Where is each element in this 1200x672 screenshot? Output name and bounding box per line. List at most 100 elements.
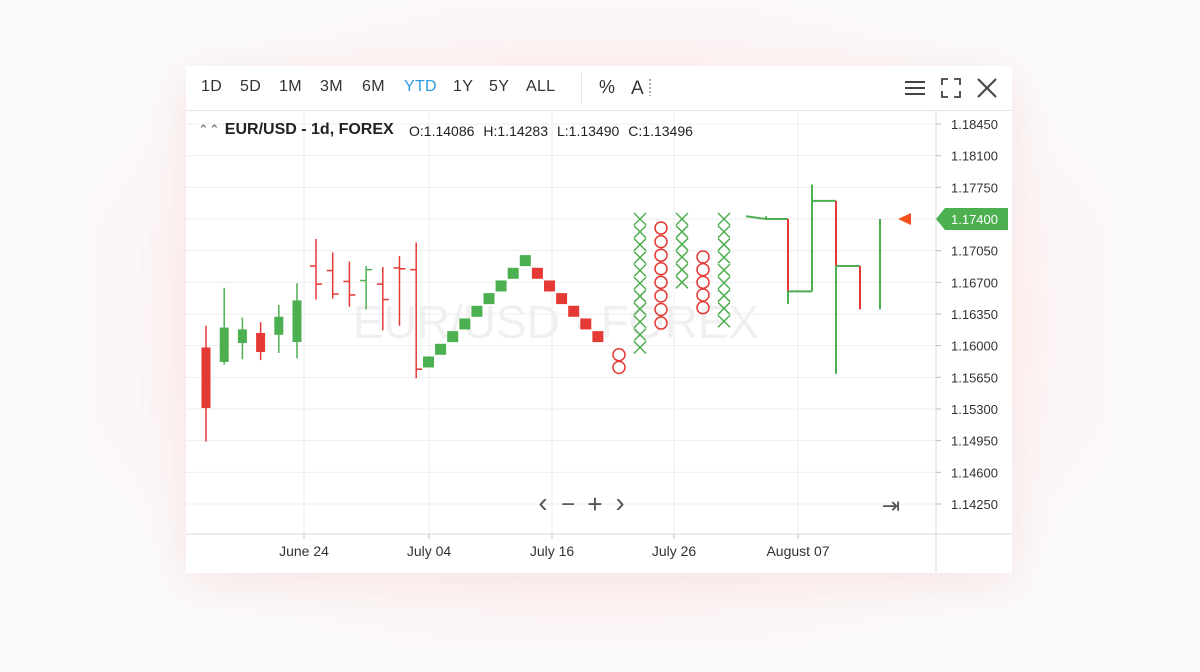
pnf-o-mark	[654, 248, 668, 262]
renko-brick	[459, 318, 471, 330]
pnf-x-mark	[717, 225, 731, 239]
candle-body	[237, 329, 247, 343]
pnf-x-mark	[717, 263, 731, 277]
y-tick-label: 1.16700	[951, 275, 998, 290]
y-tick-label: 1.15650	[951, 370, 998, 385]
renko-brick	[447, 331, 459, 343]
y-tick-label: 1.16350	[951, 307, 998, 322]
range-button-3m[interactable]: 3M	[320, 78, 343, 95]
pnf-x-mark	[633, 315, 647, 329]
candle-body	[201, 347, 211, 409]
price-tag-label: 1.17400	[951, 212, 998, 227]
current-price-arrow	[898, 213, 911, 225]
close-value: C:1.13496	[628, 123, 693, 139]
current-price-tag: 1.17400	[936, 208, 1008, 230]
y-tick-label: 1.18100	[951, 149, 998, 164]
pnf-x-mark	[633, 289, 647, 303]
y-tick-label: 1.14250	[951, 497, 998, 512]
range-button-ytd[interactable]: YTD	[404, 78, 437, 95]
pnf-o-mark	[696, 250, 710, 264]
percent-scale-button[interactable]: %	[599, 77, 616, 97]
pnf-x-mark	[717, 250, 731, 264]
ohlc-readout: O:1.14086 H:1.14283 L:1.13490 C:1.13496	[409, 123, 702, 139]
pnf-o-mark	[654, 221, 668, 235]
pnf-o-mark	[612, 360, 626, 375]
zoom-in-button[interactable]: +	[587, 489, 602, 519]
symbol-label: EUR/USD - 1d, FOREX	[224, 121, 394, 138]
chart-series	[201, 184, 911, 442]
hamburger-menu-icon	[905, 81, 925, 95]
pnf-o-mark	[654, 302, 668, 317]
pnf-x-mark	[633, 328, 647, 342]
range-button-all[interactable]: ALL	[526, 78, 556, 95]
y-tick-label: 1.14950	[951, 434, 998, 449]
pnf-x-mark	[675, 237, 689, 251]
pnf-x-mark	[717, 212, 731, 226]
low-value: L:1.13490	[557, 123, 620, 139]
pnf-o-mark	[654, 234, 668, 249]
pnf-x-mark	[675, 275, 689, 289]
pnf-x-mark	[633, 225, 647, 239]
renko-brick	[592, 331, 604, 343]
range-button-1y[interactable]: 1Y	[453, 78, 474, 95]
candle-body	[219, 327, 229, 362]
scroll-to-end-button[interactable]: ⇥	[882, 493, 900, 518]
pnf-x-mark	[675, 263, 689, 277]
pnf-x-mark	[717, 301, 731, 315]
y-tick-label: 1.15300	[951, 402, 998, 417]
renko-brick	[423, 356, 434, 368]
pnf-x-mark	[675, 250, 689, 264]
chart-canvas[interactable]: EUR/USD · FOREX 1.184501.181001.177501.1…	[186, 66, 1012, 573]
renko-brick	[580, 318, 592, 330]
pnf-o-mark	[654, 262, 668, 276]
range-button-6m[interactable]: 6M	[362, 78, 385, 95]
x-tick-label: July 16	[530, 543, 575, 559]
y-tick-label: 1.18450	[951, 117, 998, 132]
pnf-x-mark	[675, 212, 689, 226]
renko-brick	[435, 343, 447, 355]
zoom-out-button[interactable]: −	[561, 491, 575, 518]
renko-brick	[471, 305, 483, 317]
pnf-x-mark	[675, 225, 689, 239]
scroll-left-button[interactable]: ‹	[538, 487, 547, 518]
y-tick-label: 1.17750	[951, 180, 998, 195]
renko-brick	[531, 267, 543, 279]
range-button-1d[interactable]: 1D	[201, 78, 223, 95]
pnf-x-mark	[633, 238, 647, 252]
x-tick-label: July 26	[652, 543, 697, 559]
svg-text:A: A	[631, 78, 644, 99]
renko-brick	[544, 280, 555, 292]
renko-brick	[519, 255, 531, 267]
open-value: O:1.14086	[409, 123, 475, 139]
renko-brick	[507, 267, 519, 279]
fullscreen-button[interactable]	[941, 78, 961, 103]
pnf-x-mark	[717, 289, 731, 303]
range-button-5y[interactable]: 5Y	[489, 78, 510, 95]
pnf-o-mark	[612, 347, 626, 362]
close-button[interactable]	[976, 77, 998, 104]
close-icon	[977, 78, 997, 98]
menu-button[interactable]	[904, 78, 926, 103]
pnf-o-mark	[696, 262, 710, 277]
pnf-o-mark	[654, 316, 668, 330]
toolbar: 1D 5D 1M 3M 6M YTD 1Y 5Y ALL % A	[186, 66, 1012, 111]
collapse-chevrons-icon[interactable]: ⌃⌃	[198, 122, 220, 137]
scroll-right-button[interactable]: ›	[615, 487, 624, 518]
chart-grid	[186, 110, 936, 534]
renko-brick	[483, 293, 495, 305]
range-button-5d[interactable]: 5D	[240, 78, 262, 95]
pnf-o-mark	[654, 289, 668, 303]
y-tick-label: 1.17050	[951, 244, 998, 259]
symbol-title[interactable]: ⌃⌃ EUR/USD - 1d, FOREX	[198, 121, 394, 139]
x-tick-label: August 07	[766, 543, 829, 559]
pnf-x-mark	[717, 314, 731, 328]
chart-navigation: ‹ − + › ⇥	[538, 487, 900, 519]
x-tick-label: June 24	[279, 543, 329, 559]
pnf-o-mark	[654, 275, 668, 290]
kagi-segment	[745, 215, 767, 220]
pnf-x-mark	[717, 276, 731, 290]
text-tool-button[interactable]: A	[630, 75, 654, 104]
range-button-1m[interactable]: 1M	[279, 78, 302, 95]
pnf-x-mark	[633, 340, 647, 355]
renko-brick	[568, 305, 580, 317]
